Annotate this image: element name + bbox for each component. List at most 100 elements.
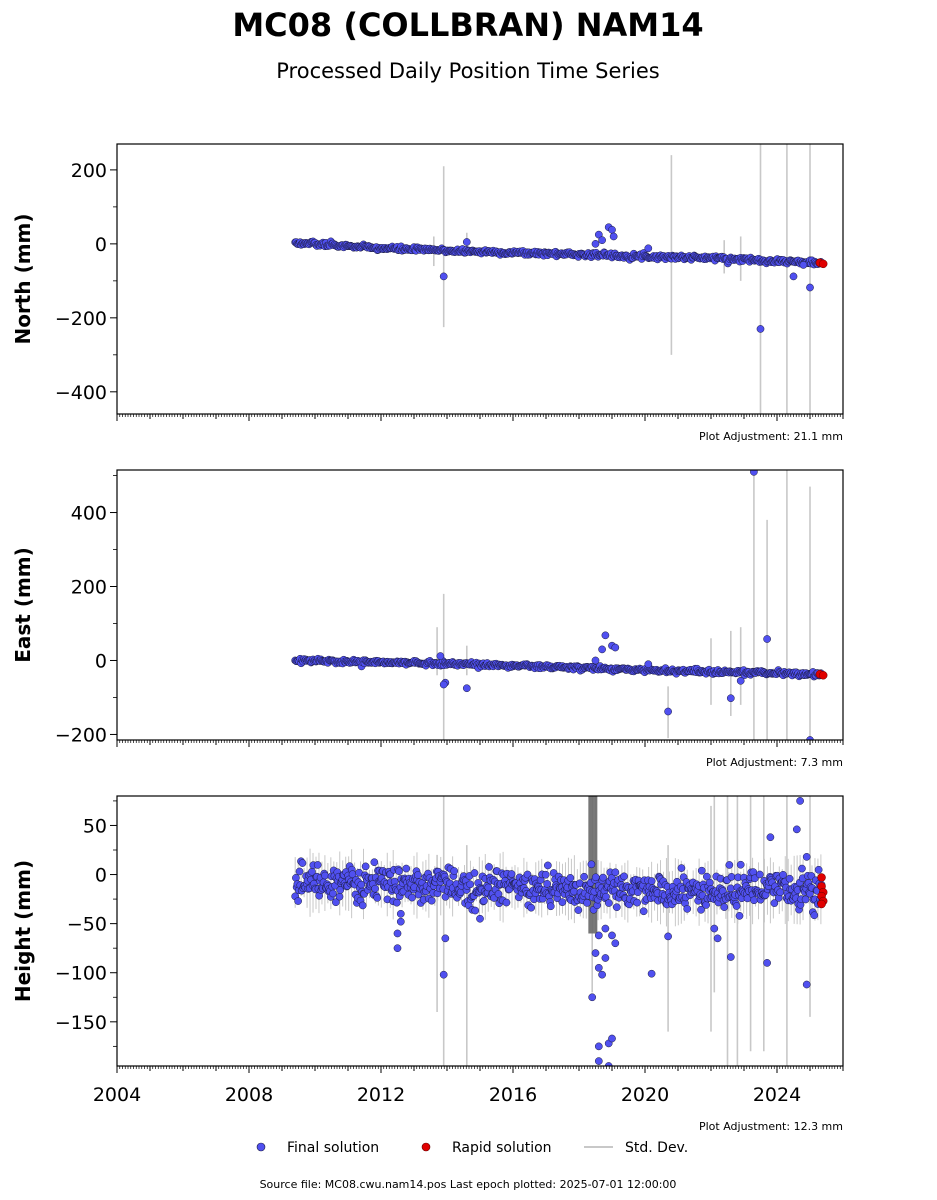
legend-rapid-marker [421, 1142, 431, 1152]
height-xtick-label: 2012 [357, 1084, 405, 1106]
height-final-point [587, 860, 596, 869]
north-panel: North (mm) Plot Adjustment: 21.1 mm 200 0… [11, 143, 844, 443]
height-final-point [396, 909, 405, 918]
height-final-point [776, 888, 785, 897]
north-rapid-point [818, 259, 828, 269]
east-plot-area [291, 470, 828, 740]
height-final-point [750, 874, 759, 883]
height-final-point [594, 963, 603, 972]
height-final-point [633, 898, 641, 907]
height-final-point [402, 864, 411, 873]
height-xtick-label: 2016 [489, 1084, 537, 1106]
east-ytick-label: −200 [55, 724, 107, 746]
height-final-point [393, 929, 402, 938]
height-final-point [710, 924, 719, 933]
north-final-point [439, 272, 448, 281]
height-final-point [546, 902, 555, 911]
height-final-point [608, 1034, 616, 1043]
chart-title: MC08 (COLLBRAN) NAM14 [232, 6, 703, 44]
height-final-point [591, 873, 600, 882]
height-final-point [441, 934, 450, 943]
height-final-point [598, 970, 606, 979]
height-final-point [371, 884, 379, 893]
height-final-point [735, 911, 744, 920]
height-final-point [502, 898, 511, 907]
height-final-point [594, 1042, 603, 1051]
north-final-point [591, 240, 600, 248]
east-ytick-label: 400 [71, 503, 107, 525]
height-final-point [814, 865, 823, 874]
north-final-point [608, 225, 616, 234]
height-final-point [599, 873, 607, 882]
height-final-point [611, 939, 620, 948]
north-ytick-label: −200 [55, 308, 107, 330]
height-final-point [298, 859, 307, 867]
height-final-point [370, 858, 379, 867]
height-final-point [591, 949, 600, 957]
east-final-point [591, 656, 600, 665]
legend-std-label: Std. Dev. [625, 1140, 688, 1156]
height-stddev-series [294, 796, 822, 1066]
legend: Final solution Rapid solution Std. Dev. [256, 1140, 688, 1156]
east-final-point [439, 680, 448, 689]
north-ylabel: North (mm) [11, 213, 35, 344]
north-final-point [799, 261, 808, 269]
height-ytick-label: 0 [95, 865, 107, 887]
height-final-point [321, 871, 329, 880]
east-final-point [763, 635, 771, 643]
east-final-point [726, 694, 735, 703]
height-final-point [392, 898, 401, 907]
height-final-point [594, 1057, 603, 1065]
height-panel: Height (mm) Plot Adjustment: 12.3 mm 50 0… [11, 795, 844, 1133]
height-final-point [620, 872, 628, 881]
east-rapid-point [818, 671, 828, 680]
height-rapid-point [817, 899, 826, 909]
height-final-point [294, 897, 302, 905]
east-final-point [611, 643, 620, 652]
height-final-point [601, 924, 610, 933]
height-final-point [705, 878, 714, 887]
height-final-point [335, 892, 344, 901]
height-final-point [588, 993, 597, 1002]
height-ylabel: Height (mm) [11, 860, 35, 1002]
east-ylabel: East (mm) [11, 547, 35, 663]
height-final-point [770, 899, 779, 907]
height-final-point [332, 898, 340, 907]
height-final-series [291, 797, 826, 1066]
height-final-point [750, 896, 758, 905]
height-final-point [647, 969, 656, 978]
height-final-point [408, 893, 416, 902]
height-xtick-label: 2004 [93, 1084, 141, 1106]
north-final-point [462, 238, 471, 246]
east-final-point [462, 684, 471, 693]
height-final-point [785, 874, 794, 883]
east-final-point [806, 736, 814, 740]
height-final-point [798, 864, 806, 873]
height-final-point [476, 914, 484, 923]
height-final-point [732, 902, 741, 910]
height-final-point [396, 917, 405, 926]
height-final-point [485, 863, 493, 871]
north-final-point [789, 272, 798, 281]
height-final-point [329, 889, 337, 898]
height-final-point [543, 861, 552, 870]
height-final-point [647, 877, 656, 885]
height-final-point [702, 901, 710, 909]
east-panel: East (mm) Plot Adjustment: 7.3 mm 400 200… [11, 469, 844, 769]
height-ytick-label: −100 [55, 963, 107, 985]
height-ytick-label: −50 [67, 914, 107, 936]
height-xtick-label: 2020 [621, 1084, 669, 1106]
height-final-point [792, 825, 801, 834]
height-final-point [414, 871, 422, 879]
height-final-point [427, 896, 436, 905]
height-final-point [736, 860, 745, 869]
height-final-point [611, 868, 620, 877]
height-xtick-label: 2008 [225, 1084, 273, 1106]
height-final-point [580, 872, 588, 881]
height-final-point [713, 934, 722, 943]
height-final-point [763, 959, 771, 967]
legend-final-label: Final solution [287, 1140, 379, 1156]
height-final-point [639, 907, 648, 916]
height-final-point [796, 797, 804, 805]
